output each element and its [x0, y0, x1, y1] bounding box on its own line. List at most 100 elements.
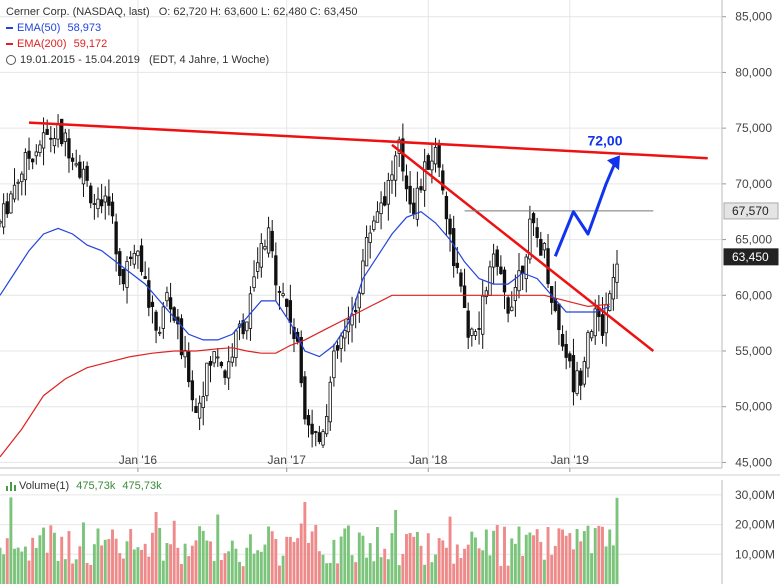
volume-bar — [350, 555, 354, 584]
volume-bar — [455, 544, 459, 584]
target-arrow-path — [553, 157, 619, 257]
candle-body — [212, 351, 216, 364]
volume-bar — [63, 559, 67, 584]
candle-body — [161, 306, 165, 329]
candle-body — [375, 211, 380, 223]
volume-bar — [434, 554, 437, 584]
candle-body — [415, 187, 420, 220]
legend-ema50-row[interactable]: EMA(50) 58,973 — [6, 20, 357, 36]
volume-bar — [267, 526, 271, 584]
candle-body — [89, 185, 93, 204]
volume-bar — [121, 558, 125, 584]
candle-body — [531, 213, 536, 224]
candle-body — [125, 261, 129, 288]
candle-body — [96, 198, 100, 210]
volume-bar — [423, 564, 427, 584]
volume-bar — [136, 547, 140, 584]
candle-body — [477, 328, 481, 330]
candle-body — [194, 406, 198, 414]
volume-bar — [82, 522, 85, 584]
volume-bars-icon — [6, 481, 16, 491]
candle-body — [259, 243, 263, 268]
candle-body — [491, 253, 496, 268]
volume-bar — [492, 530, 496, 584]
candle-body — [5, 201, 9, 215]
candle-body — [426, 155, 430, 170]
candle-body — [219, 362, 224, 367]
ema200-label: EMA(200) — [17, 38, 67, 50]
candle-body — [107, 196, 111, 206]
volume-bar — [165, 543, 169, 584]
trendline — [391, 143, 655, 352]
candle-body — [172, 307, 176, 321]
candle-body — [524, 256, 528, 280]
candle-body — [0, 220, 2, 224]
volume-bar — [111, 529, 114, 584]
candle-body — [484, 290, 489, 298]
date-range: 19.01.2015 - 15.04.2019 — [20, 54, 140, 66]
volume-bar — [582, 531, 586, 584]
candle-body — [568, 353, 572, 362]
candle-body — [270, 230, 274, 252]
candle-body — [168, 297, 173, 310]
volume-bar — [303, 501, 307, 584]
volume-bar — [248, 534, 252, 584]
ema50-value: 58,973 — [67, 22, 102, 34]
candle-body — [393, 155, 398, 181]
candle-body — [364, 236, 369, 267]
candle-body — [20, 173, 24, 183]
volume-bar — [510, 538, 514, 584]
volume-bar — [405, 534, 408, 584]
ema200-swatch — [6, 43, 13, 46]
candle-body — [321, 431, 325, 446]
candle-body — [350, 313, 354, 326]
candle-body — [205, 362, 209, 397]
candle-body — [455, 262, 459, 268]
candle-body — [245, 321, 249, 332]
volume-bar — [132, 549, 136, 584]
candle-body — [343, 330, 347, 339]
candle-body — [517, 270, 521, 292]
candle-body — [314, 431, 318, 433]
volume-bar — [415, 531, 419, 584]
candle-body — [441, 170, 445, 191]
candle-body — [230, 356, 234, 363]
candle-body — [49, 137, 53, 140]
volume-bar — [227, 551, 231, 584]
volume-bar — [354, 562, 358, 584]
volume-bar — [234, 548, 238, 584]
volume-bar — [386, 559, 390, 584]
candle-body — [234, 330, 238, 359]
candle-body — [45, 129, 49, 135]
volume-bar — [161, 560, 165, 584]
legend-ema200-row[interactable]: EMA(200) 59,172 — [6, 36, 357, 52]
indicators — [0, 211, 610, 458]
volume-bar — [78, 546, 82, 584]
candle-body — [197, 402, 202, 419]
candle-body — [510, 306, 514, 312]
volume-bar — [593, 528, 597, 584]
candle-body — [462, 285, 467, 309]
volume-bar — [198, 526, 202, 584]
volume-bar — [13, 548, 16, 584]
candle-body — [520, 265, 525, 274]
volume-bar — [535, 529, 539, 584]
candle-body — [223, 370, 227, 378]
volume-bar — [579, 541, 583, 584]
candle-body — [310, 423, 314, 435]
chart-legend: Cerner Corp. (NASDAQ, last) O: 62,720 H:… — [6, 4, 357, 68]
candle-body — [1, 203, 6, 228]
price-badge — [723, 202, 779, 220]
candle-body — [30, 158, 35, 163]
volume-bar — [252, 553, 256, 584]
candle-body — [187, 350, 191, 383]
volume-bar — [118, 553, 122, 584]
price-badge — [723, 248, 779, 266]
candle-body — [495, 249, 499, 267]
volume-bar — [180, 564, 183, 584]
volume-value-1: 475,73k — [76, 480, 116, 492]
volume-bar — [444, 547, 448, 584]
candle-body — [16, 181, 20, 184]
volume-bar — [74, 559, 78, 584]
volume-tick-label: 10,00M — [735, 547, 775, 561]
